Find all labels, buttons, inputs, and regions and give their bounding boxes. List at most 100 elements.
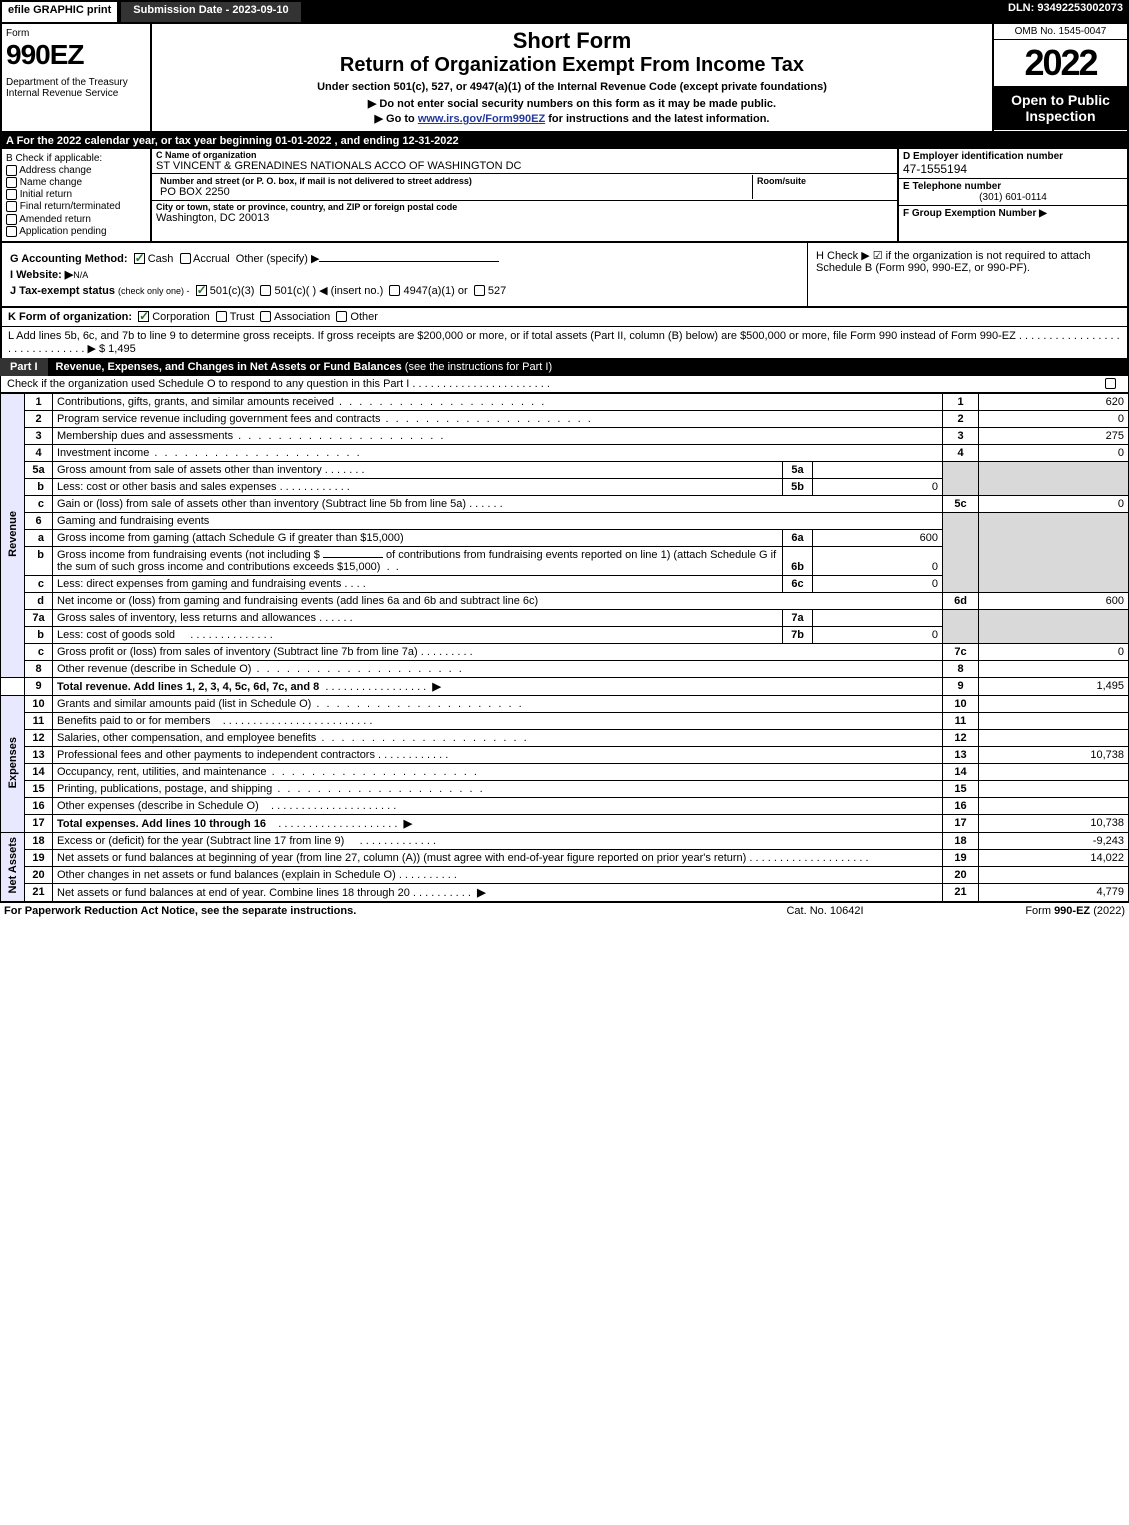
r6c-num: c	[25, 575, 53, 592]
submission-date: Submission Date - 2023-09-10	[119, 0, 302, 24]
checkbox-4947[interactable]	[389, 285, 400, 296]
side-netassets: Net Assets	[1, 832, 25, 901]
e11-num: 11	[25, 712, 53, 729]
goto-instructions: ▶ Go to www.irs.gov/Form990EZ for instru…	[162, 112, 982, 125]
info-right: D Employer identification number 47-1555…	[897, 149, 1127, 241]
checkbox-trust[interactable]	[216, 311, 227, 322]
r5c-box: 5c	[943, 495, 979, 512]
form-number: 990EZ	[6, 39, 146, 71]
box-l: L Add lines 5b, 6c, and 7b to line 9 to …	[0, 327, 1129, 358]
r5b-subval: 0	[813, 478, 943, 495]
under-section: Under section 501(c), 527, or 4947(a)(1)…	[162, 81, 982, 93]
j-opt1: 501(c)(3)	[210, 285, 255, 297]
r7-grey1	[943, 609, 979, 643]
department: Department of the Treasury Internal Reve…	[6, 77, 146, 99]
e17-num: 17	[25, 814, 53, 832]
n19-box: 19	[943, 849, 979, 866]
e10-num: 10	[25, 695, 53, 712]
irs-link[interactable]: www.irs.gov/Form990EZ	[418, 113, 545, 125]
tax-year: 2022	[994, 40, 1127, 86]
r7a-num: 7a	[25, 609, 53, 626]
e13-desc: Professional fees and other payments to …	[57, 749, 375, 761]
city-value: Washington, DC 20013	[156, 212, 893, 224]
e10-box: 10	[943, 695, 979, 712]
e16-val	[979, 797, 1129, 814]
checkbox-corporation[interactable]	[138, 311, 149, 322]
checkbox-initial-return[interactable]	[6, 189, 17, 200]
side-revenue: Revenue	[1, 393, 25, 677]
e12-val	[979, 729, 1129, 746]
r1-val: 620	[979, 393, 1129, 410]
e12-box: 12	[943, 729, 979, 746]
chk-lbl-5: Application pending	[19, 226, 106, 237]
form-label: Form	[6, 28, 146, 39]
efile-print[interactable]: efile GRAPHIC print	[0, 0, 119, 24]
r4-num: 4	[25, 444, 53, 461]
e10-val	[979, 695, 1129, 712]
r5b-sub: 5b	[783, 478, 813, 495]
info-block: B Check if applicable: Address change Na…	[0, 149, 1129, 243]
r5c-num: c	[25, 495, 53, 512]
r6d-desc: Net income or (loss) from gaming and fun…	[57, 595, 538, 607]
r2-num: 2	[25, 410, 53, 427]
n19-val: 14,022	[979, 849, 1129, 866]
footer-right-pre: Form	[1025, 905, 1054, 917]
box-f-label: F Group Exemption Number ▶	[903, 208, 1047, 219]
accrual-label: Accrual	[193, 253, 230, 265]
checkbox-final-return[interactable]	[6, 201, 17, 212]
dln: DLN: 93492253002073	[1002, 0, 1129, 24]
e16-box: 16	[943, 797, 979, 814]
ssn-warning: ▶ Do not enter social security numbers o…	[162, 97, 982, 110]
checkbox-527[interactable]	[474, 285, 485, 296]
box-h-text: H Check ▶ ☑ if the organization is not r…	[816, 250, 1091, 274]
r5b-num: b	[25, 478, 53, 495]
city-label: City or town, state or province, country…	[156, 202, 893, 212]
checkbox-name-change[interactable]	[6, 177, 17, 188]
header-right: OMB No. 1545-0047 2022 Open to Public In…	[992, 24, 1127, 131]
website-value: N/A	[73, 270, 88, 280]
r7c-box: 7c	[943, 643, 979, 660]
checkbox-other-org[interactable]	[336, 311, 347, 322]
checkbox-cash[interactable]	[134, 253, 145, 264]
r7c-val: 0	[979, 643, 1129, 660]
room-label: Room/suite	[757, 176, 889, 186]
n18-val: -9,243	[979, 832, 1129, 849]
checkbox-schedule-o[interactable]	[1105, 378, 1116, 389]
r1-box: 1	[943, 393, 979, 410]
r6c-subval: 0	[813, 575, 943, 592]
footer-right-form: 990-EZ	[1054, 905, 1090, 917]
checkbox-501c3[interactable]	[196, 285, 207, 296]
page-footer: For Paperwork Reduction Act Notice, see …	[0, 902, 1129, 919]
e17-val: 10,738	[979, 814, 1129, 832]
n21-val: 4,779	[979, 883, 1129, 901]
r8-num: 8	[25, 660, 53, 677]
r6b-num: b	[25, 546, 53, 575]
r3-num: 3	[25, 427, 53, 444]
j-opt3: 4947(a)(1) or	[403, 285, 467, 297]
box-i-label: I Website: ▶	[10, 269, 73, 281]
checkbox-501c[interactable]	[260, 285, 271, 296]
checkbox-amended-return[interactable]	[6, 214, 17, 225]
short-form-title: Short Form	[162, 28, 982, 54]
k-opt3: Other	[350, 311, 378, 323]
checkbox-address-change[interactable]	[6, 165, 17, 176]
checkbox-accrual[interactable]	[180, 253, 191, 264]
checkbox-association[interactable]	[260, 311, 271, 322]
other-blank	[319, 261, 499, 262]
r5-grey2	[979, 461, 1129, 495]
r6c-sub: 6c	[783, 575, 813, 592]
r4-val: 0	[979, 444, 1129, 461]
e11-val	[979, 712, 1129, 729]
r8-box: 8	[943, 660, 979, 677]
box-b: B Check if applicable: Address change Na…	[2, 149, 152, 241]
r7b-subval: 0	[813, 626, 943, 643]
r7-grey2	[979, 609, 1129, 643]
chk-lbl-4: Amended return	[19, 214, 91, 225]
open-to-public: Open to Public Inspection	[994, 86, 1127, 130]
r4-desc: Investment income	[57, 447, 149, 459]
n20-num: 20	[25, 866, 53, 883]
r9-box: 9	[943, 677, 979, 695]
r2-desc: Program service revenue including govern…	[57, 413, 380, 425]
checkbox-application-pending[interactable]	[6, 226, 17, 237]
addr-value: PO BOX 2250	[160, 186, 748, 198]
